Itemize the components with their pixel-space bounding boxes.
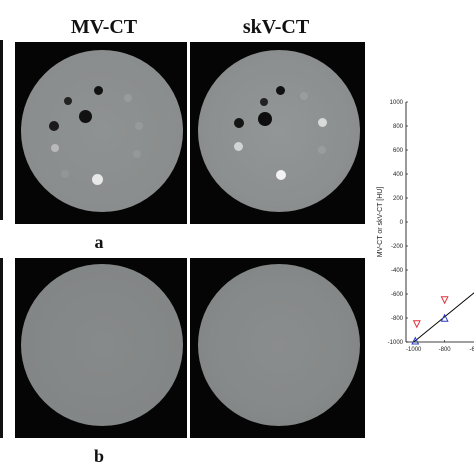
phantom-disc-uniform [198,264,360,426]
y-tick-label: 400 [393,172,404,178]
y-tick-label: -1000 [388,340,404,346]
chart-axes [405,102,474,343]
y-tick-label: 1000 [390,100,404,106]
y-axis-label: MV-CT or skV-CT [HU] [377,187,384,258]
chart-points [411,296,449,345]
insert-dark [234,118,244,128]
hu-scatter-chart: 1000 800 600 400 200 0 -200 -400 -600 -800 -1000 -… [377,100,474,353]
insert-dark [260,98,268,106]
column-title-skv-ct: skV-CT [242,16,310,38]
left-edge-line-top [0,40,3,220]
y-tick-label: -600 [391,292,404,298]
insert-faint [318,146,326,154]
chart-y-ticks: 1000 800 600 400 200 0 -200 -400 -600 -800 -1000 [388,100,408,346]
phantom-disc [21,50,183,212]
insert-bright [51,144,59,152]
insert-faint [300,92,308,100]
insert-faint [133,150,141,158]
data-point-triangle-up [440,313,449,322]
insert-dark [64,97,72,105]
y-tick-label: 0 [400,220,404,226]
insert-dark-large [79,110,92,123]
data-point-triangle-down [412,320,421,329]
sub-label-b: b [93,446,104,466]
insert-dark [276,86,285,95]
phantom-disc [198,50,360,212]
fit-line [413,292,474,343]
x-tick-label: -1000 [406,347,422,353]
y-tick-label: -800 [391,316,404,322]
y-tick-label: 800 [393,124,404,130]
insert-faint [124,94,132,102]
column-title-mv-ct: MV-CT [70,16,138,38]
panel-a-skv-ct [190,42,365,224]
panel-b-mv-ct [15,258,187,438]
insert-bright [92,174,103,185]
insert-bright [318,118,327,127]
insert-dark-large [258,112,272,126]
panel-a-mv-ct [15,42,187,224]
x-tick-label: -800 [439,347,452,353]
insert-faint [61,170,69,178]
phantom-disc-uniform [21,264,183,426]
insert-bright [234,142,243,151]
left-edge-line-bottom [0,258,3,438]
y-tick-label: -400 [391,268,404,274]
x-tick-label: -600 [470,347,474,353]
insert-faint [135,122,143,130]
panel-b-skv-ct [190,258,365,438]
y-tick-label: -200 [391,244,404,250]
data-point-triangle-up [411,336,420,345]
insert-bright [276,170,286,180]
insert-dark [94,86,103,95]
data-point-triangle-down [440,296,449,305]
y-tick-label: 200 [393,196,404,202]
sub-label-a: a [94,232,104,252]
y-tick-label: 600 [393,148,404,154]
insert-dark [49,121,59,131]
